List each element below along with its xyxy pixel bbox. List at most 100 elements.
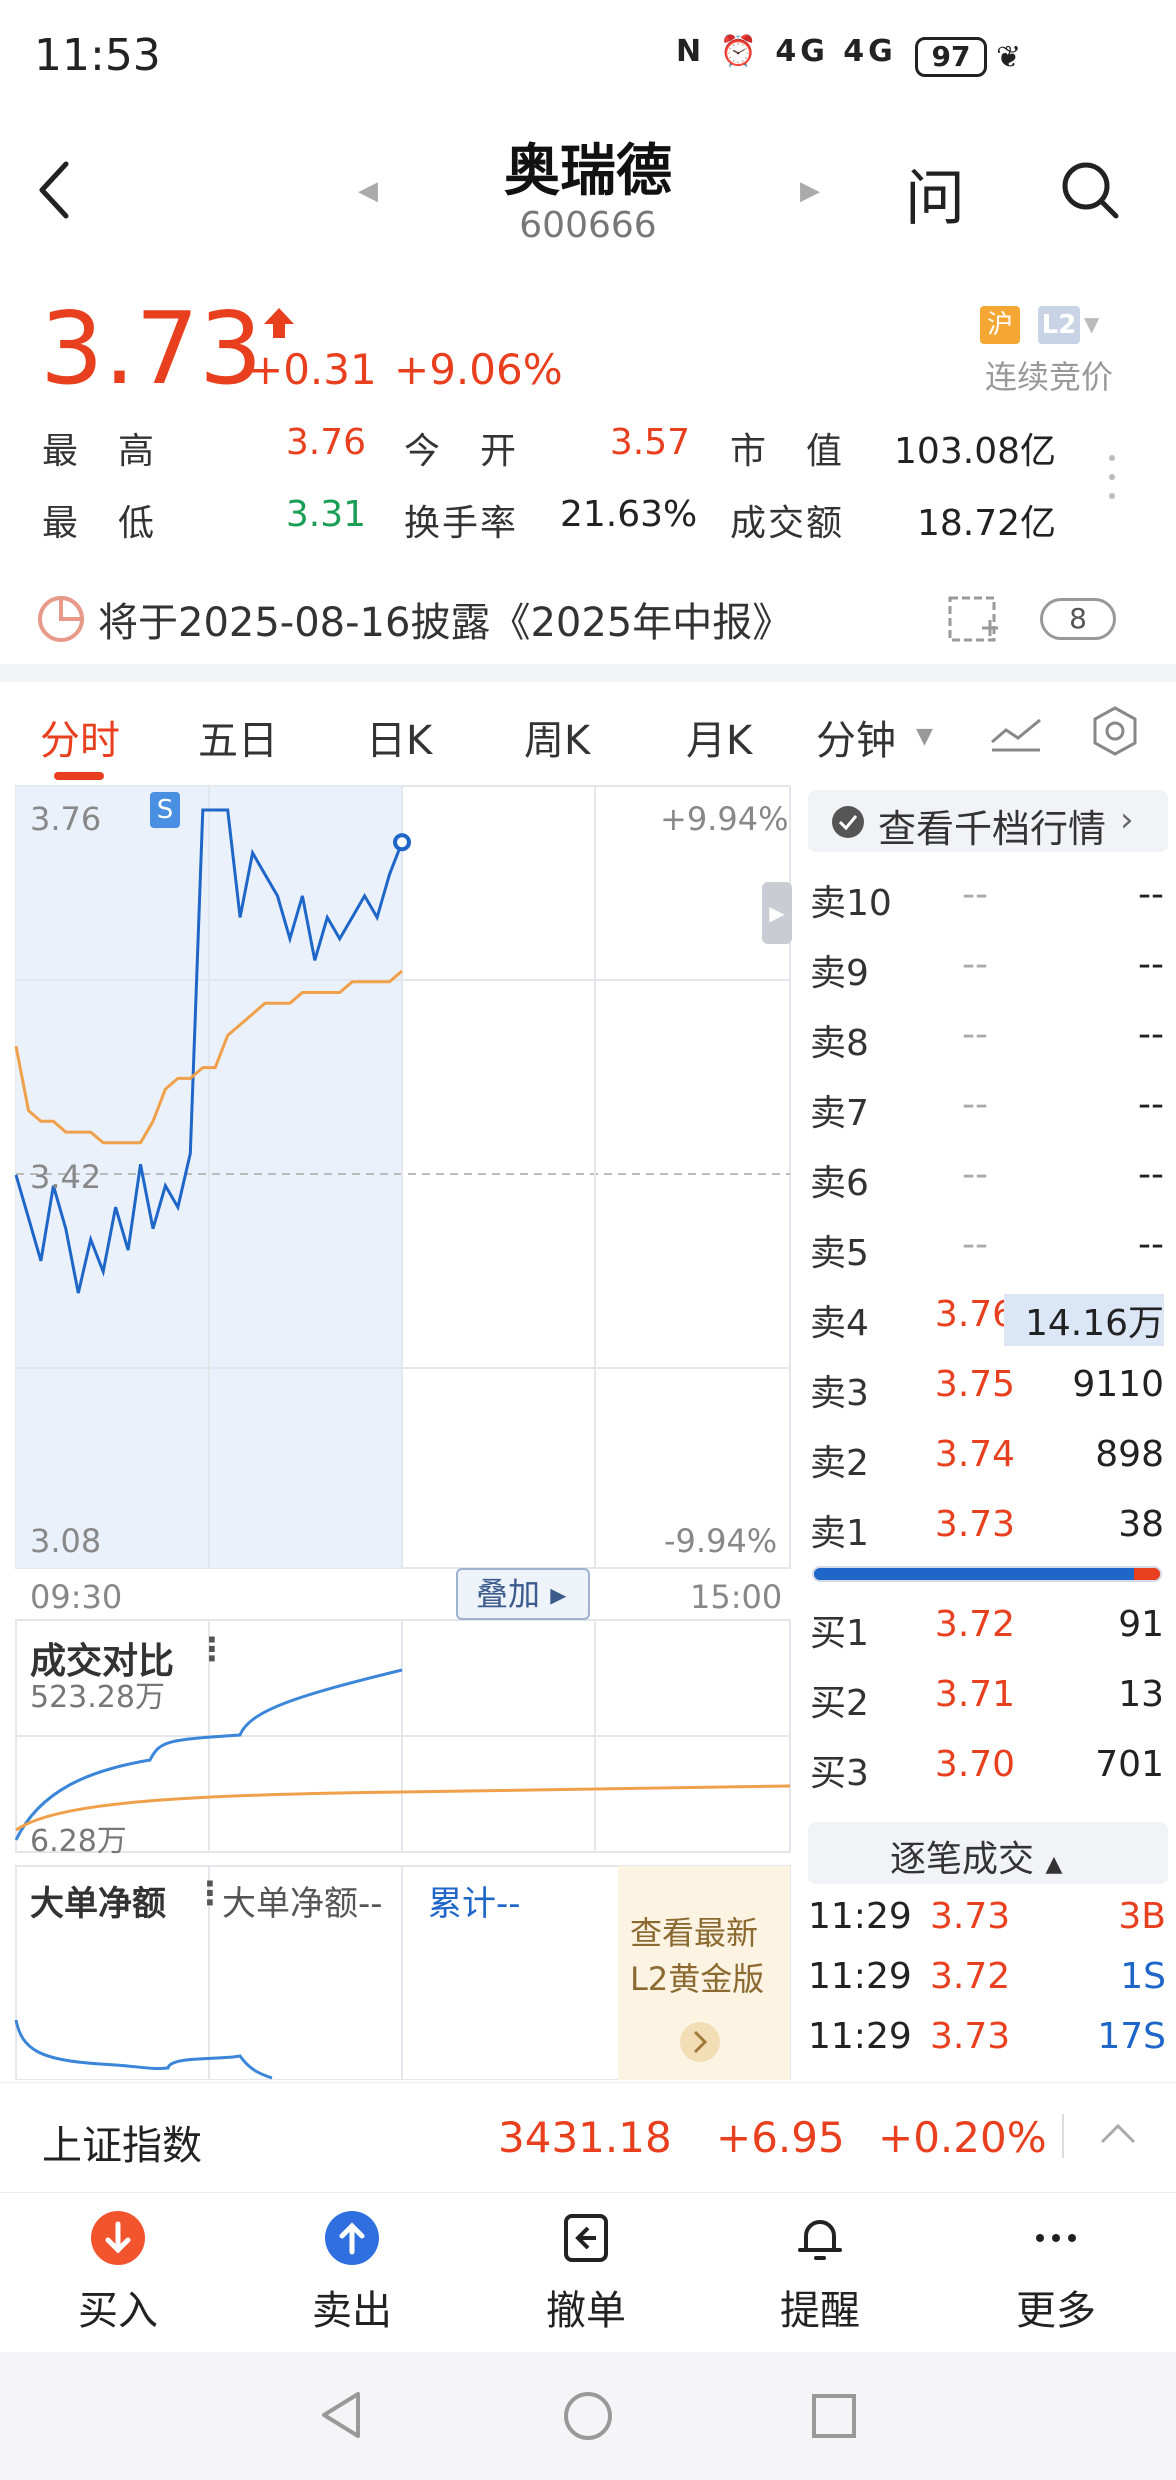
cancel-order-button[interactable]: 撤单 [496,2210,676,2336]
tab-monthly-k[interactable]: 月K [686,718,753,764]
volume-title[interactable]: 成交对比 [30,1641,175,1682]
battery-icon: 97 [915,37,987,77]
index-change: +6.95 [716,2113,845,2162]
big-order-title[interactable]: 大单净额 [30,1884,166,1924]
bottom-toolbar [0,2192,1176,2352]
order-level-label: 卖10 [810,883,892,924]
l2-promo-line1[interactable]: 查看最新 [630,1914,759,1952]
order-level-price: -- [962,1014,988,1055]
stat-value: 21.63% [560,494,698,535]
price-change-pct: +9.06% [394,345,563,394]
tab-five-day[interactable]: 五日 [198,718,278,764]
order-level-price: 3.71 [934,1674,1016,1715]
more-button[interactable]: 更多 [966,2210,1146,2336]
y-top-label: 3.76 [30,800,102,838]
trade-price: 3.72 [930,1956,1011,1997]
order-level-price: -- [962,874,988,915]
overlay-label: 叠加 [476,1575,541,1613]
trades-title: 逐笔成交 ▲ [890,1830,1062,1882]
nav-home-icon[interactable] [562,2390,614,2442]
nav-recents-icon[interactable] [810,2392,858,2440]
l2-badge[interactable]: L2 [1038,306,1080,344]
order-level-volume: 91 [1118,1604,1164,1645]
chevron-down-icon[interactable]: ▼ [916,724,933,749]
tab-intraday[interactable]: 分时 [40,718,120,764]
order-level-label: 买3 [810,1753,869,1794]
next-stock-icon[interactable]: ▶ [800,176,820,206]
settings-icon[interactable] [1088,704,1142,758]
status-time: 11:53 [34,30,161,81]
stat-label: 成交额 [730,503,845,544]
order-level-label: 卖2 [810,1443,869,1484]
intraday-chart[interactable] [0,780,800,2080]
y-mid-label: 3.42 [30,1158,102,1196]
indicator-icon[interactable] [988,708,1044,756]
big-order-cumulative: 累计-- [428,1884,521,1924]
tab-daily-k[interactable]: 日K [366,718,433,764]
order-level-volume: -- [1138,944,1164,985]
more-label: 更多 [1016,2288,1096,2334]
order-level-price: 3.76 [934,1294,1016,1335]
trades-header[interactable] [808,1822,1168,1884]
ask-button[interactable]: 问 [905,164,965,234]
more-vertical-icon[interactable]: ⋮ [194,1874,226,1912]
order-level-label: 买2 [810,1683,869,1724]
back-icon[interactable] [30,150,80,230]
order-level-price: -- [962,1084,988,1125]
chevron-down-icon[interactable]: ▼ [1084,312,1100,336]
order-level-volume: -- [1138,1014,1164,1055]
alert-button[interactable]: 提醒 [730,2210,910,2336]
report-notice[interactable]: 将于2025-08-16披露《2025年中报》 [98,600,793,646]
average-price-line [14,969,403,1145]
order-level-label: 卖8 [810,1023,869,1064]
order-level-volume: -- [1138,1154,1164,1195]
prev-stock-icon[interactable]: ◀ [358,176,378,206]
order-level-price: -- [962,1154,988,1195]
order-level-label: 卖4 [810,1303,869,1344]
sell-button[interactable]: 卖出 [262,2210,442,2336]
report-icon [38,595,85,642]
pct-top-label: +9.94% [660,800,789,838]
more-vertical-icon[interactable]: ⋮ [196,1630,228,1668]
order-level-volume: 38 [1118,1504,1164,1545]
order-level-price: -- [962,1224,988,1265]
market-badge: 沪 [980,306,1020,344]
bid-ask-ratio-bar [812,1566,1162,1582]
pct-bottom-label: -9.94% [664,1522,778,1560]
price-lines [14,808,411,1294]
volume-max-label: 523.28万 [30,1680,165,1715]
bell-icon [798,2220,842,2260]
order-level-label: 卖3 [810,1373,869,1414]
order-level-volume: 14.16万 [1004,1294,1164,1346]
chevron-right-icon[interactable]: › [1120,800,1134,840]
stat-label: 今 开 [404,431,519,472]
nav-back-icon[interactable] [318,2388,366,2442]
buy-icon [91,2211,145,2265]
report-count-badge[interactable]: 8 [1040,598,1116,640]
order-level-label: 卖1 [810,1513,869,1554]
order-level-price: 3.70 [934,1744,1016,1785]
tab-underline [54,772,104,780]
collapse-panel-icon[interactable]: ▶ [762,882,792,944]
order-level-label: 买1 [810,1613,869,1654]
chevron-up-icon[interactable] [1098,2118,1138,2148]
trades-title-label: 逐笔成交 [890,1839,1035,1880]
search-icon[interactable] [1058,158,1122,222]
stock-code: 600666 [519,205,657,246]
s-marker[interactable]: S [150,792,180,828]
caret-up-icon: ▲ [1045,1852,1063,1877]
index-bar[interactable] [0,2082,1176,2192]
add-calendar-icon[interactable] [946,592,1000,646]
tab-minute[interactable]: 分钟 [816,718,896,764]
stat-value: 103.08亿 [894,431,1056,472]
l2-promo-line2[interactable]: L2黄金版 [630,1960,765,1998]
more-vertical-icon[interactable] [1108,452,1116,502]
trade-volume: 17S [1097,2016,1166,2057]
current-price: 3.73 [40,290,263,407]
stat-value: 3.31 [285,494,366,535]
overlay-button[interactable]: 叠加 ▸ [456,1568,590,1620]
big-order-sub: 大单净额-- [222,1884,383,1924]
tab-weekly-k[interactable]: 周K [524,718,591,764]
buy-button[interactable]: 买入 [28,2210,208,2336]
view-levels-button[interactable] [808,790,1168,852]
